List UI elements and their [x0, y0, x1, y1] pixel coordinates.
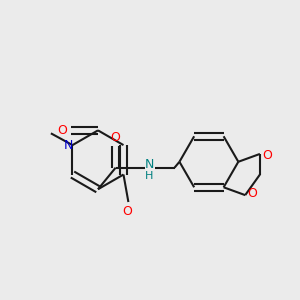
Text: N: N: [144, 158, 154, 171]
Text: O: O: [122, 205, 132, 218]
Text: O: O: [262, 149, 272, 162]
Text: O: O: [58, 124, 68, 137]
Text: O: O: [247, 187, 257, 200]
Text: N: N: [64, 139, 73, 152]
Text: O: O: [111, 131, 121, 144]
Text: H: H: [145, 170, 153, 181]
